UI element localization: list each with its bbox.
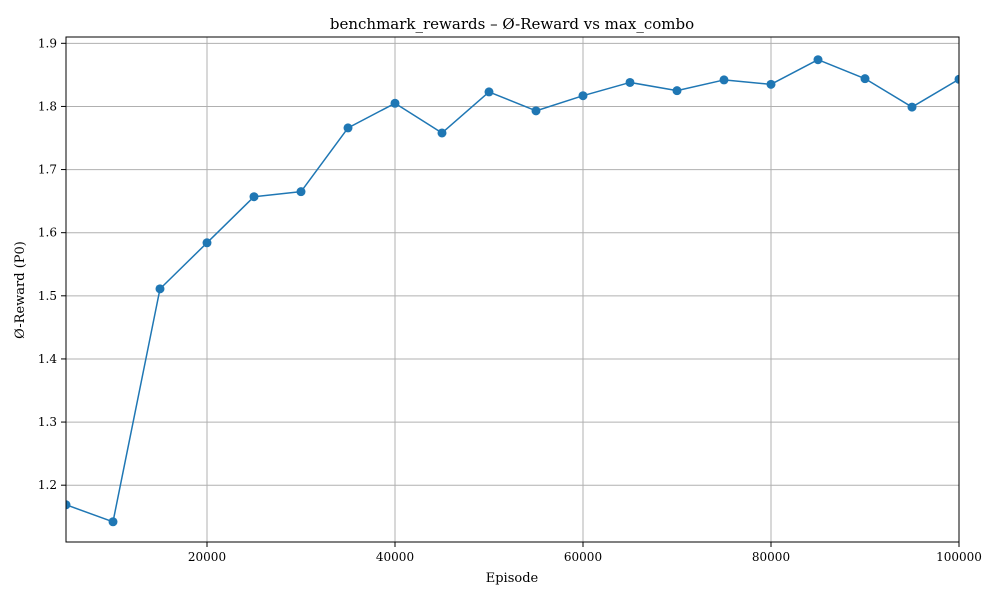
data-point xyxy=(296,187,306,197)
x-tick-label: 20000 xyxy=(188,550,226,564)
x-tick-label: 100000 xyxy=(936,550,982,564)
x-axis-label: Episode xyxy=(486,571,539,586)
series-layer xyxy=(66,55,959,527)
data-point xyxy=(155,284,165,294)
chart-title: benchmark_rewards – Ø-Reward vs max_comb… xyxy=(330,15,694,33)
x-tick-label: 60000 xyxy=(564,550,602,564)
data-point xyxy=(108,517,118,527)
data-point xyxy=(766,79,776,89)
data-point xyxy=(719,75,729,85)
y-axis-ticks: 1.2 1.3 1.4 1.5 1.6 1.7 1.8 1.9 xyxy=(38,36,66,492)
data-point xyxy=(954,74,959,84)
data-point xyxy=(66,500,71,510)
data-point xyxy=(202,238,212,248)
y-tick-label: 1.6 xyxy=(38,226,57,240)
y-tick-label: 1.4 xyxy=(38,352,57,366)
y-tick-label: 1.8 xyxy=(38,99,57,113)
data-point xyxy=(531,106,541,116)
data-point xyxy=(390,98,400,108)
plot-frame xyxy=(65,36,960,543)
data-point xyxy=(249,192,259,202)
y-tick-label: 1.3 xyxy=(38,415,57,429)
data-point xyxy=(578,91,588,101)
data-point xyxy=(672,86,682,96)
y-tick-label: 1.5 xyxy=(38,289,57,303)
data-point xyxy=(484,87,494,97)
y-tick-label: 1.2 xyxy=(38,478,57,492)
data-point xyxy=(813,55,823,65)
data-point xyxy=(625,77,635,87)
y-tick-label: 1.9 xyxy=(38,36,57,50)
x-tick-label: 80000 xyxy=(752,550,790,564)
x-tick-label: 40000 xyxy=(376,550,414,564)
data-point xyxy=(343,123,353,133)
data-point xyxy=(437,128,447,138)
x-axis-ticks: 20000 40000 60000 80000 100000 xyxy=(188,542,982,564)
series-line xyxy=(66,58,959,523)
data-point xyxy=(907,102,917,112)
y-tick-label: 1.7 xyxy=(38,163,57,177)
data-point xyxy=(860,74,870,84)
series-group xyxy=(66,55,959,527)
y-axis-label: Ø-Reward (P0) xyxy=(13,241,28,339)
